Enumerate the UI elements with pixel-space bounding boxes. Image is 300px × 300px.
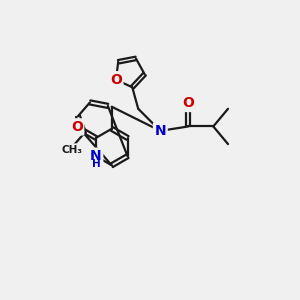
Text: CH₃: CH₃ — [61, 145, 82, 154]
Text: O: O — [110, 73, 122, 87]
Text: N: N — [90, 149, 102, 163]
Text: H: H — [92, 159, 101, 170]
Text: N: N — [154, 124, 166, 138]
Text: O: O — [71, 120, 83, 134]
Text: O: O — [182, 97, 194, 110]
